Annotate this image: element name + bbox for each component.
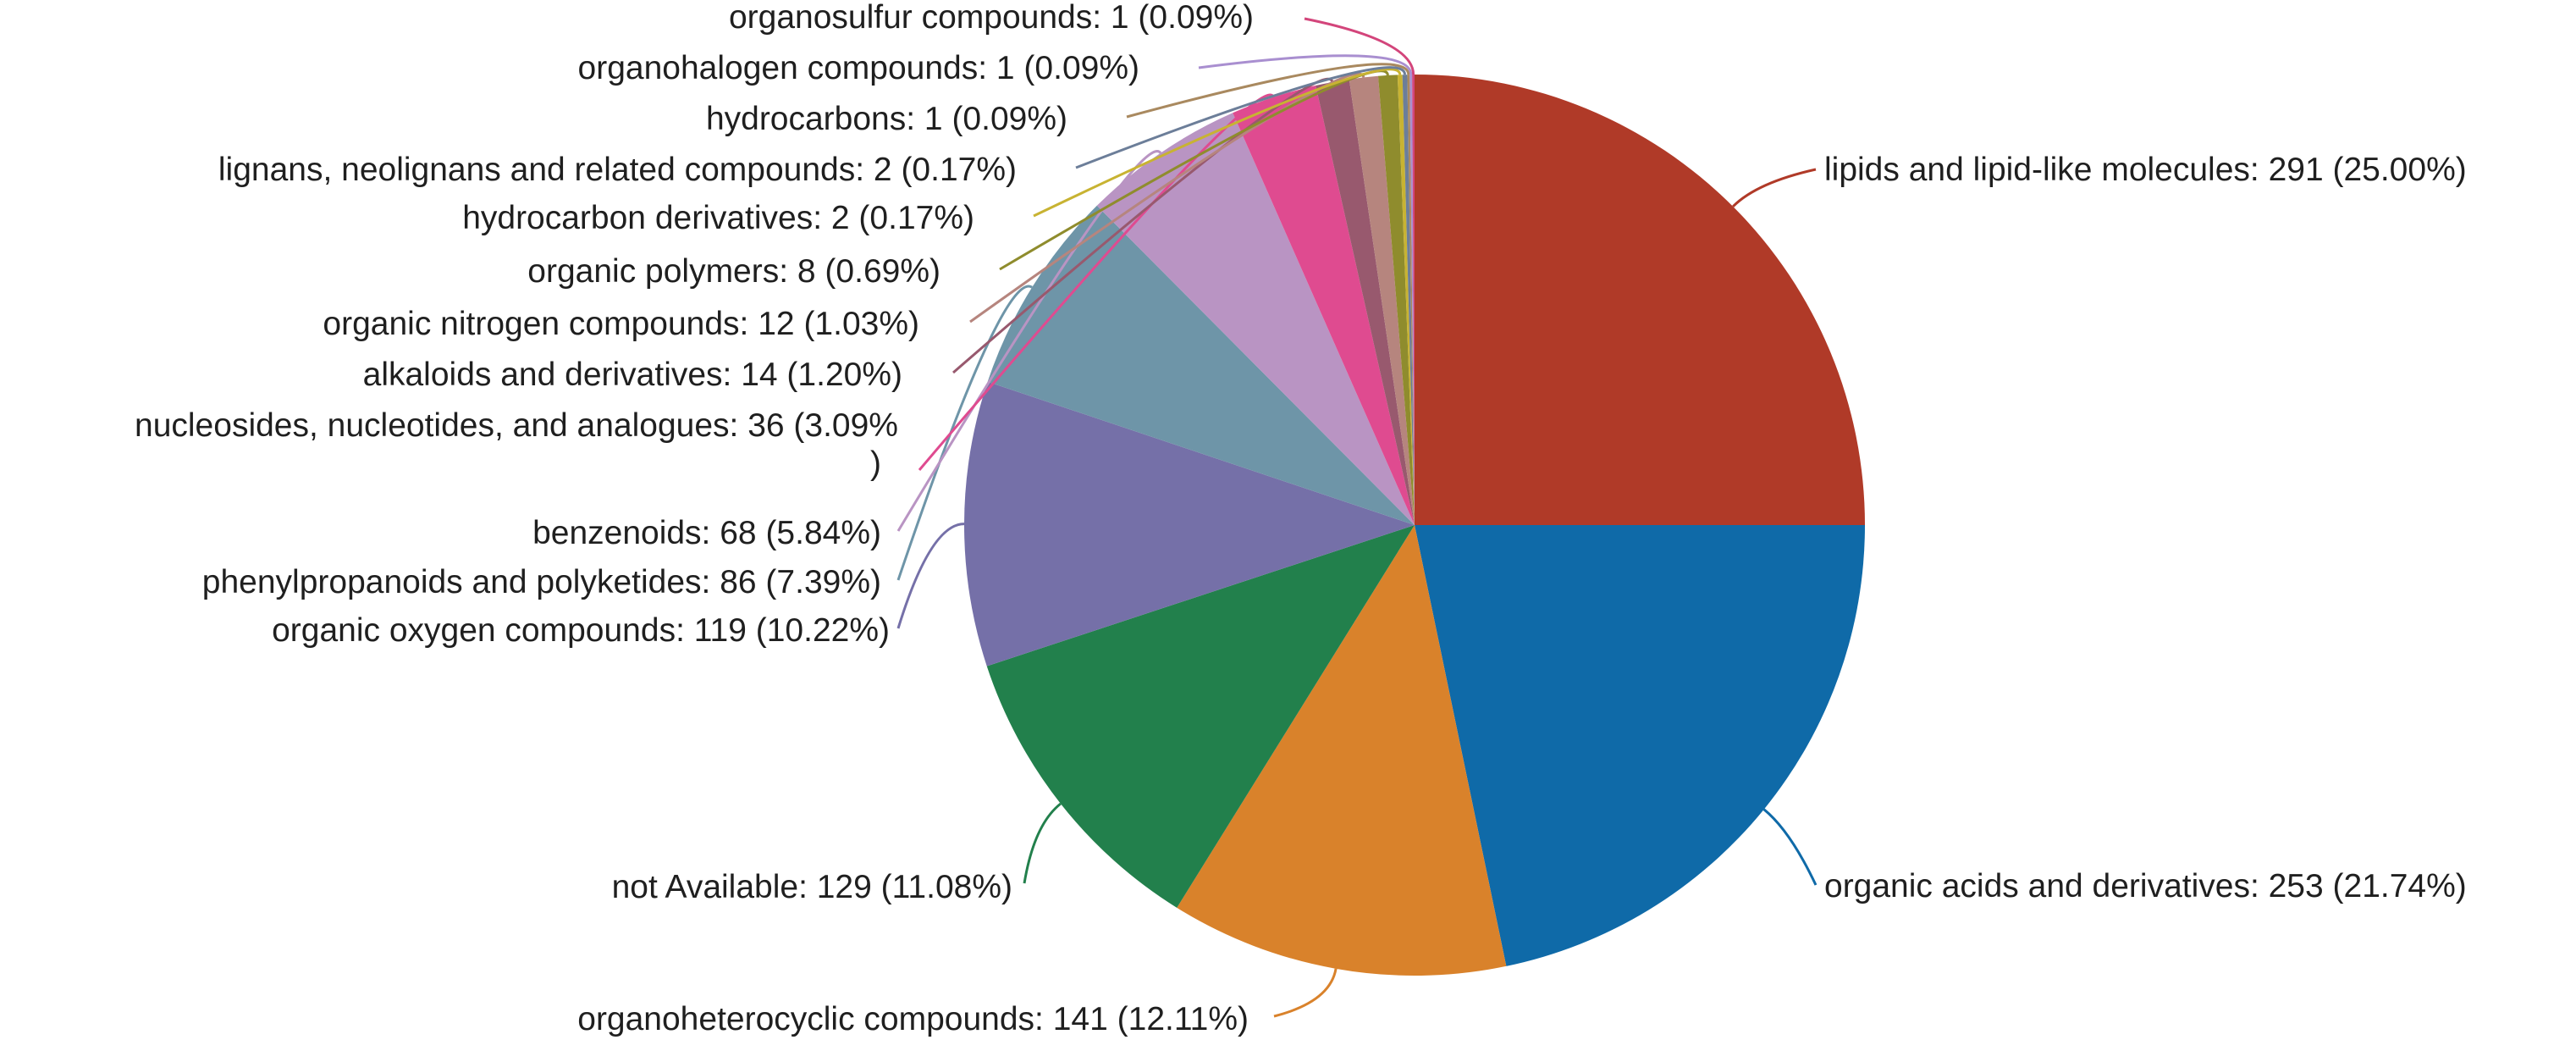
label-organosulfur: organosulfur compounds: 1 (0.09%) <box>729 0 1254 36</box>
pie-slice-lignans-neolignans-and-related-compounds <box>1402 75 1415 525</box>
pie-slice-lipids-and-lipid-like-molecules <box>1415 75 1865 525</box>
label-organic-acids: organic acids and derivatives: 253 (21.7… <box>1824 868 2467 904</box>
label-phenylpropanoids: phenylpropanoids and polyketides: 86 (7.… <box>202 564 881 600</box>
leader-line-nucleosides-nucleotides-and-analogues <box>918 93 1275 471</box>
label-lignans: lignans, neolignans and related compound… <box>218 152 1017 188</box>
pie-slices <box>963 75 1866 976</box>
slice-labels: lipids and lipid-like molecules: 291 (25… <box>135 0 2467 1037</box>
label-alkaloids: alkaloids and derivatives: 14 (1.20%) <box>363 357 902 393</box>
leader-line-lignans-neolignans-and-related-compounds <box>1075 66 1406 169</box>
label-not-available: not Available: 129 (11.08%) <box>612 869 1012 905</box>
pie-slice-organic-oxygen-compounds <box>963 381 1415 667</box>
pie-slice-organosulfur-compounds <box>1412 75 1415 525</box>
label-organic-nitrogen: organic nitrogen compounds: 12 (1.03%) <box>323 306 919 342</box>
pie-slice-organoheterocyclic-compounds <box>1177 525 1507 976</box>
label-organoheterocyclic: organoheterocyclic compounds: 141 (12.11… <box>577 1001 1249 1037</box>
pie-slice-hydrocarbons <box>1407 75 1415 525</box>
pie-slice-phenylpropanoids-and-polyketides <box>987 205 1415 525</box>
leader-line-hydrocarbons <box>1126 63 1410 119</box>
label-organic-polymers: organic polymers: 8 (0.69%) <box>527 253 940 290</box>
pie-slice-alkaloids-and-derivatives <box>1316 79 1415 525</box>
leader-line-organic-acids-and-derivatives <box>1762 808 1818 886</box>
label-organic-oxygen: organic oxygen compounds: 119 (10.22%) <box>272 612 890 649</box>
leader-line-not-available <box>1023 802 1062 884</box>
leader-line-lipids-and-lipid-like-molecules <box>1732 168 1817 207</box>
pie-slice-organic-polymers <box>1377 75 1415 525</box>
label-lipids: lipids and lipid-like molecules: 291 (25… <box>1824 152 2467 188</box>
pie-slice-organic-acids-and-derivatives <box>1415 525 1866 966</box>
leader-line-benzenoids <box>896 150 1162 532</box>
pie-slice-hydrocarbon-derivatives <box>1397 75 1415 525</box>
leader-line-phenylpropanoids-and-polyketides <box>896 285 1033 581</box>
pie-slice-not-available <box>986 525 1415 908</box>
label-nucleosides-line2: ) <box>870 445 881 482</box>
pie-slice-organic-nitrogen-compounds <box>1349 75 1415 526</box>
label-hydrocarbon-derivatives: hydrocarbon derivatives: 2 (0.17%) <box>462 200 974 236</box>
leader-line-organoheterocyclic-compounds <box>1273 968 1338 1018</box>
leader-line-organosulfur-compounds <box>1304 17 1415 75</box>
pie-slice-organohalogen-compounds <box>1409 75 1415 525</box>
label-benzenoids: benzenoids: 68 (5.84%) <box>532 515 881 551</box>
label-organohalogen: organohalogen compounds: 1 (0.09%) <box>578 50 1139 86</box>
leader-line-hydrocarbon-derivatives <box>1033 68 1402 218</box>
pie-slice-nucleosides-nucleotides-and-analogues <box>1233 85 1415 526</box>
leader-line-organohalogen-compounds <box>1198 54 1413 75</box>
label-hydrocarbons: hydrocarbons: 1 (0.09%) <box>706 101 1067 137</box>
label-nucleosides-line1: nucleosides, nucleotides, and analogues:… <box>135 407 898 444</box>
leader-lines <box>896 17 1818 1018</box>
pie-slice-benzenoids <box>1096 113 1415 526</box>
leader-line-organic-oxygen-compounds <box>896 523 965 629</box>
